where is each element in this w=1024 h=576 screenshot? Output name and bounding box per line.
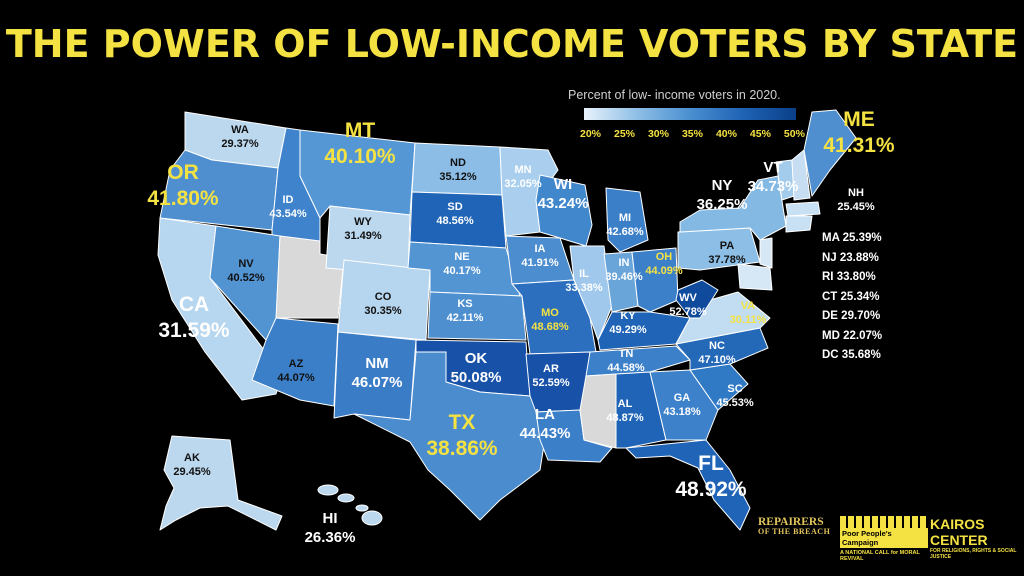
state-me	[803, 109, 857, 197]
state-label-oh: OH 44.09%	[645, 251, 683, 277]
state-label-mt: MT 40.10%	[324, 119, 396, 169]
legend-tick: 35%	[681, 128, 703, 140]
state-mi	[605, 187, 649, 253]
state-label-tx: TX 38.86%	[426, 411, 498, 461]
state-label-hi: HI 26.36%	[304, 510, 356, 546]
legend-title: Percent of low- income voters in 2020.	[568, 88, 781, 102]
state-ga	[649, 369, 719, 441]
map-title: THE POWER OF LOW-INCOME VOTERS BY STATE	[5, 22, 1019, 66]
state-wv	[675, 279, 719, 319]
state-label-nh: NH 25.45%	[837, 187, 875, 213]
state-label-ar: AR 52.59%	[532, 363, 570, 389]
state-label-nd: ND 35.12%	[439, 157, 477, 183]
state-label-id: ID 43.54%	[269, 194, 307, 220]
legend-color-bar	[584, 108, 796, 120]
state-label-ny: NY 36.25%	[696, 177, 748, 213]
legend-tick: 30%	[647, 128, 669, 140]
state-label-sc: SC 45.53%	[716, 383, 754, 409]
state-tx	[353, 351, 549, 521]
state-label-or: OR 41.80%	[147, 161, 219, 211]
state-label-va: VA 30.11%	[729, 300, 767, 326]
state-label-il: IL 33.38%	[565, 268, 603, 294]
state-label-nc: NC 47.10%	[698, 340, 736, 366]
state-label-mi: MI 42.68%	[606, 212, 644, 238]
state-label-al: AL 48.87%	[606, 398, 644, 424]
state-nh	[791, 149, 811, 201]
state-az	[251, 317, 339, 407]
state-label-pa: PA 37.78%	[708, 240, 746, 266]
state-label-ak: AK 29.45%	[173, 452, 211, 478]
small-states-list: MA 25.39% NJ 23.88% RI 33.80% CT 25.34% …	[822, 232, 882, 369]
state-label-vt: VT 34.73%	[747, 159, 799, 195]
state-label-ca: CA 31.59%	[158, 293, 230, 343]
state-label-wv: WV 52.78%	[669, 292, 707, 318]
state-ny	[679, 175, 787, 241]
small-state-item: DE 29.70%	[822, 310, 881, 322]
state-nj	[759, 237, 773, 269]
legend-tick: 25%	[613, 128, 635, 140]
small-state-item: MD 22.07%	[822, 329, 883, 342]
small-state-item: NJ 23.88%	[822, 251, 879, 264]
state-label-ky: KY 49.29%	[609, 310, 647, 336]
state-label-mn: MN 32.05%	[504, 164, 542, 190]
state-ms	[579, 373, 617, 449]
state-label-nm: NM 46.07%	[351, 355, 403, 391]
state-wi	[535, 174, 593, 247]
kairos-center-logo: KAIROS CENTER FOR RELIGIONS, RIGHTS & SO…	[930, 516, 1017, 560]
legend-ticks: 20% 25% 30% 35% 40% 45% 50%	[580, 128, 805, 140]
small-state-item: DC 35.68%	[822, 349, 881, 361]
state-label-sd: SD 48.56%	[436, 201, 474, 227]
small-state-item: CT 25.34%	[822, 290, 880, 303]
state-label-in: IN 39.46%	[605, 257, 643, 283]
state-label-la: LA 44.43%	[519, 406, 571, 442]
state-label-me: ME 41.31%	[823, 108, 895, 158]
state-label-wa: WA 29.37%	[221, 124, 259, 150]
state-label-ga: GA 43.18%	[663, 392, 701, 418]
legend-tick: 50%	[783, 128, 805, 140]
poor-peoples-campaign-logo: Poor People's Campaign A NATIONAL CALL f…	[840, 516, 928, 562]
small-state-item: MA 25.39%	[822, 232, 882, 244]
state-al	[615, 371, 667, 449]
state-fl	[625, 439, 751, 531]
legend-tick: 45%	[749, 128, 771, 140]
state-label-ia: IA 41.91%	[521, 243, 559, 269]
state-tn	[585, 345, 691, 377]
legend-tick: 20%	[580, 128, 602, 140]
state-label-az: AZ 44.07%	[277, 358, 315, 384]
state-label-wy: WY 31.49%	[344, 216, 382, 242]
state-ma	[785, 201, 821, 217]
state-ak	[159, 435, 283, 531]
state-label-co: CO 30.35%	[364, 291, 402, 317]
state-ct-ri	[785, 215, 813, 233]
legend-tick: 40%	[715, 128, 737, 140]
state-label-nv: NV 40.52%	[227, 258, 265, 284]
state-label-ks: KS 42.11%	[446, 298, 484, 324]
state-ks	[427, 291, 527, 341]
state-label-wi: WI 43.24%	[537, 176, 589, 212]
state-hi	[317, 484, 383, 526]
small-state-item: RI 33.80%	[822, 271, 876, 283]
state-oh	[631, 247, 679, 313]
state-label-ne: NE 40.17%	[443, 251, 481, 277]
state-label-ok: OK 50.08%	[450, 350, 502, 386]
state-label-tn: TN 44.58%	[607, 348, 645, 374]
state-de-md	[737, 263, 773, 291]
state-label-mo: MO 48.68%	[531, 307, 569, 333]
repairers-of-the-breach-logo: REPAIRERS OF THE BREACH	[758, 516, 831, 537]
state-label-fl: FL 48.92%	[675, 452, 747, 502]
